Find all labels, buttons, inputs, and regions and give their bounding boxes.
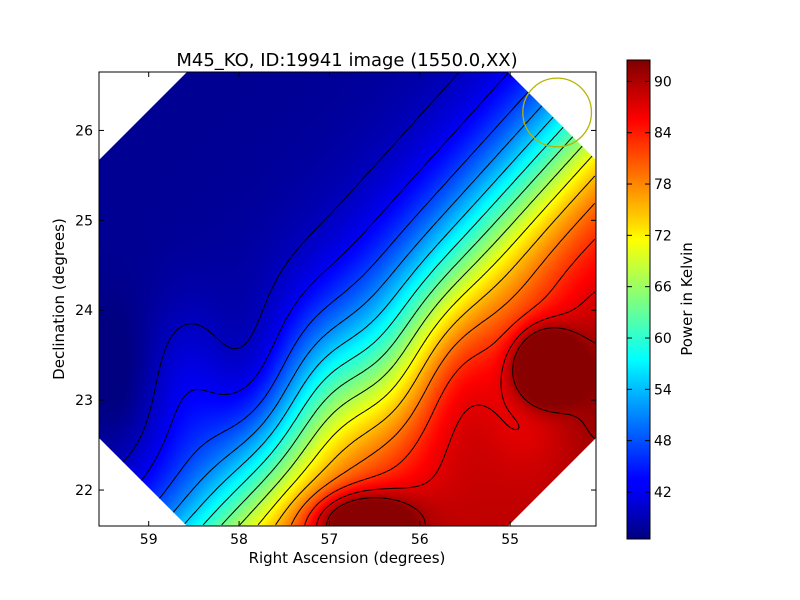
colorbar <box>626 59 651 540</box>
colorbar-tick-label: 54 <box>654 382 672 398</box>
colorbar-tick-label: 72 <box>654 228 672 244</box>
x-tick-label: 58 <box>230 532 248 548</box>
contour-line <box>99 72 459 481</box>
heatmap-image <box>99 72 596 526</box>
y-tick-label: 22 <box>75 483 93 499</box>
y-axis-label: Declination (degrees) <box>50 218 68 380</box>
colorbar-tick-label: 84 <box>654 126 672 142</box>
heatmap-area <box>99 72 596 526</box>
colorbar-tick-label: 66 <box>654 280 672 296</box>
contour-line <box>100 72 509 526</box>
y-tick-label: 25 <box>75 213 93 229</box>
contour-line <box>304 238 596 525</box>
contour-line <box>290 202 596 526</box>
contour-line <box>326 327 596 525</box>
contour-line <box>275 175 596 526</box>
x-tick-label: 59 <box>140 532 158 548</box>
y-axis: 22 23 24 25 26 <box>75 123 596 499</box>
x-axis: 59 58 57 56 55 <box>140 72 519 548</box>
x-tick-label: 57 <box>321 532 339 548</box>
chart-title: M45_KO, ID:19941 image (1550.0,XX) <box>176 50 517 71</box>
colorbar-axis: 42 48 54 60 66 72 78 84 90 <box>627 74 672 501</box>
y-tick-label: 23 <box>75 393 93 409</box>
x-tick-label: 55 <box>501 532 519 548</box>
y-tick-label: 26 <box>75 123 93 139</box>
colorbar-tick-label: 60 <box>654 331 672 347</box>
beam-circle <box>522 77 593 148</box>
x-tick-label: 56 <box>411 532 429 548</box>
contour-line <box>316 291 596 525</box>
colorbar-tick-label: 90 <box>654 74 672 90</box>
colorbar-tick-label: 48 <box>654 434 672 450</box>
colorbar-label: Power in Kelvin <box>678 242 696 356</box>
colorbar-tick-label: 78 <box>654 177 672 193</box>
y-tick-label: 24 <box>75 303 93 319</box>
plot-frame <box>98 71 597 527</box>
colorbar-tick-label: 42 <box>654 485 672 501</box>
x-axis-label: Right Ascension (degrees) <box>249 549 446 567</box>
contour-lines <box>99 72 596 526</box>
